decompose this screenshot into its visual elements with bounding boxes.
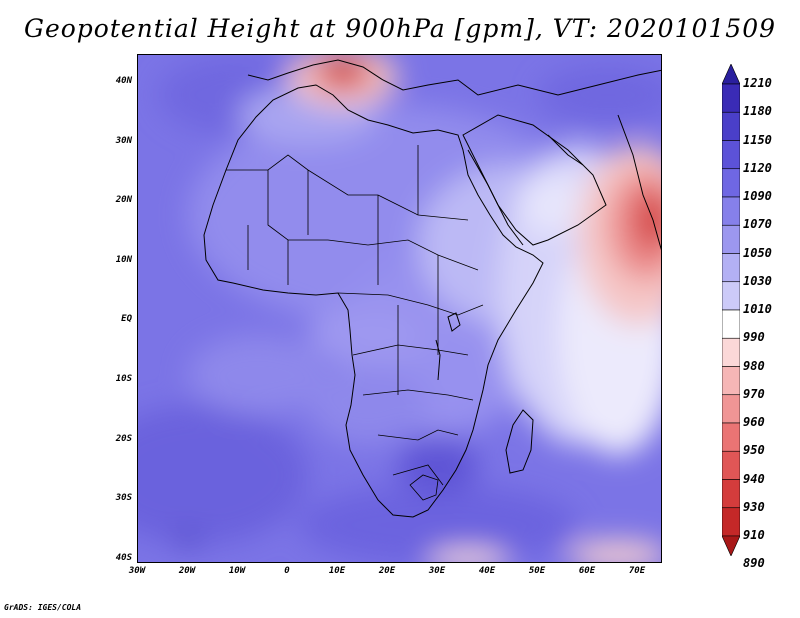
persian-gulf-coast	[547, 134, 584, 166]
colorbar-swatch	[722, 450, 740, 480]
credit-text: GrADS: IGES/COLA	[4, 603, 82, 612]
country-borders	[226, 145, 484, 501]
lon-label: 0	[284, 566, 290, 576]
colorbar-swatch	[722, 253, 740, 283]
lat-label: 30S	[115, 493, 132, 504]
lon-label: 20W	[178, 566, 196, 576]
lat-label: 10S	[115, 374, 132, 384]
lon-label: 30E	[428, 566, 446, 576]
contour-map	[138, 55, 661, 562]
colorbar-swatch	[722, 281, 740, 311]
colorbar-level-label: 1010	[743, 302, 772, 316]
colorbar-swatch	[722, 64, 740, 85]
lat-label: 40N	[115, 76, 132, 86]
map-title: Geopotential Height at 900hPa [gpm], VT:…	[23, 14, 777, 43]
colorbar-level-label: 990	[743, 330, 765, 345]
colorbar-swatch	[722, 422, 740, 452]
colorbar-level-label: 890	[743, 556, 765, 571]
coastlines	[203, 59, 661, 518]
colorbar-swatch	[722, 83, 740, 113]
colorbar-swatch	[722, 394, 740, 424]
lat-label: 30N	[115, 135, 132, 146]
lon-label: 70E	[628, 566, 646, 576]
map-panel	[137, 54, 662, 563]
lon-label: 10W	[228, 566, 246, 576]
lat-label: 40S	[115, 552, 132, 563]
colorbar-swatch	[722, 196, 740, 226]
lon-label: 30W	[128, 566, 146, 576]
lat-label: EQ	[121, 314, 132, 325]
lon-label: 20E	[378, 566, 396, 576]
madagascar-coastline	[505, 409, 534, 474]
colorbar-level-label: 960	[743, 415, 765, 429]
colorbar-level-label: 930	[743, 499, 765, 514]
colorbar-level-label: 1150	[743, 132, 772, 147]
colorbar-level-label: 950	[743, 443, 765, 458]
colorbar-level-label: 940	[743, 471, 765, 486]
colorbar-swatch	[722, 479, 740, 509]
lat-label: 20N	[115, 195, 132, 206]
lat-label: 20S	[115, 433, 132, 444]
colorbar-swatch	[722, 309, 740, 339]
colorbar-level-label: 970	[743, 386, 765, 401]
colorbar-swatch	[722, 337, 740, 367]
colorbar-swatch	[722, 535, 740, 556]
lat-label: 10N	[115, 254, 132, 265]
colorbar-level-label: 1090	[743, 189, 772, 203]
colorbar-swatch	[722, 111, 740, 141]
lake-tanganyika	[435, 339, 441, 381]
colorbar-level-label: 1180	[743, 104, 772, 119]
colorbar-level-label: 910	[743, 528, 765, 542]
shaded-contours	[138, 55, 661, 562]
colorbar-level-label: 1120	[743, 160, 772, 175]
colorbar-swatch	[722, 507, 740, 537]
lon-label: 10E	[328, 566, 346, 576]
lake-victoria	[447, 312, 461, 332]
colorbar	[722, 64, 740, 556]
colorbar-level-label: 1050	[743, 245, 772, 260]
red-sea-coast	[467, 149, 524, 246]
europe-coastline	[247, 59, 661, 96]
africa-coastline	[203, 84, 544, 518]
colorbar-level-label: 1210	[743, 76, 772, 90]
colorbar-swatch	[722, 366, 740, 396]
colorbar-level-label: 980	[743, 358, 765, 373]
colorbar-swatch	[722, 224, 740, 254]
colorbar-swatch	[722, 140, 740, 170]
lon-label: 50E	[528, 566, 546, 576]
india-coastline	[617, 114, 661, 251]
colorbar-swatch	[722, 168, 740, 198]
lon-label: 40E	[478, 566, 496, 576]
colorbar-level-label: 1070	[743, 217, 772, 232]
colorbar-level-label: 1030	[743, 273, 772, 288]
lon-label: 60E	[578, 566, 596, 576]
